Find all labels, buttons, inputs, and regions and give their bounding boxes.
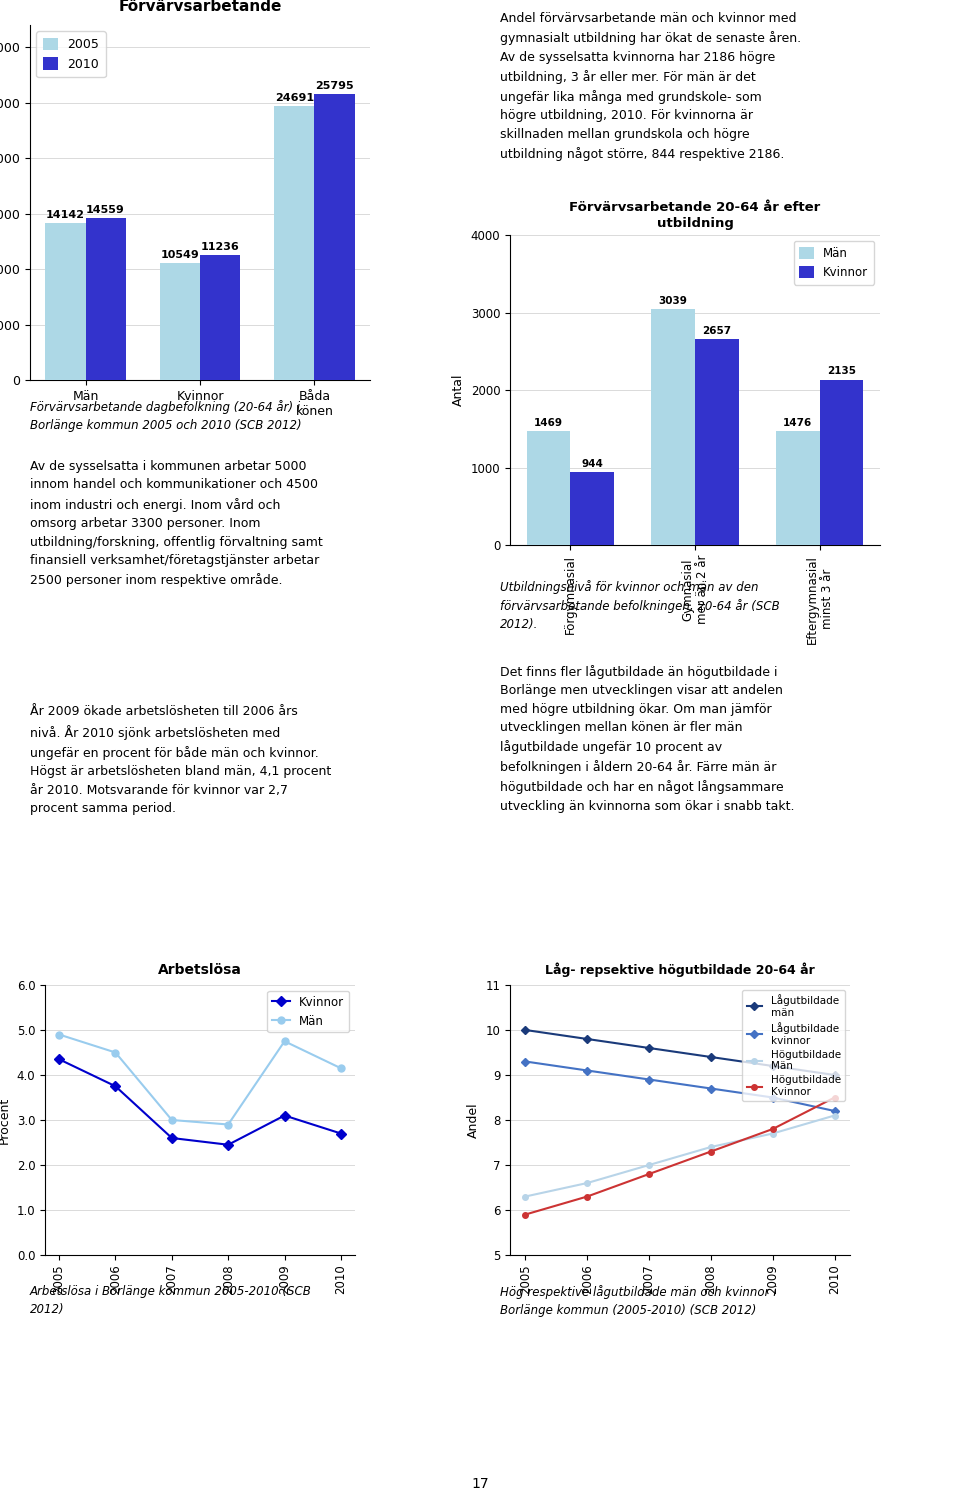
Text: 24691: 24691 — [275, 92, 314, 103]
Legend: Män, Kvinnor: Män, Kvinnor — [794, 241, 875, 285]
Lågutbildade
män — [643, 1038, 655, 1056]
Title: Låg- repsektive högutbildade 20-64 år: Låg- repsektive högutbildade 20-64 år — [545, 963, 815, 976]
Kvinnor — [166, 1129, 178, 1147]
Bar — [570, 472, 614, 545]
Text: 10549: 10549 — [160, 249, 200, 260]
Bar — [85, 219, 126, 380]
Text: 17: 17 — [471, 1477, 489, 1491]
Kvinnor — [278, 1106, 290, 1124]
Högutbildade
Män — [706, 1138, 717, 1156]
Män — [223, 1115, 234, 1133]
Text: 1469: 1469 — [534, 418, 564, 429]
Line: Lågutbildade
kvinnor: Lågutbildade kvinnor — [522, 1059, 837, 1114]
Bar — [275, 106, 315, 380]
Legend: 2005, 2010: 2005, 2010 — [36, 32, 106, 77]
Text: Arbetslösa i Borlänge kommun 2005-2010 (SCB
2012): Arbetslösa i Borlänge kommun 2005-2010 (… — [30, 1286, 312, 1316]
Högutbildade
Män — [643, 1156, 655, 1174]
Lågutbildade
män — [706, 1047, 717, 1065]
Title: Arbetslösa: Arbetslösa — [158, 963, 242, 976]
Text: År 2009 ökade arbetslösheten till 2006 års
nivå. År 2010 sjönk arbetslösheten me: År 2009 ökade arbetslösheten till 2006 å… — [30, 705, 331, 815]
Högutbildade
Kvinnor — [767, 1120, 779, 1138]
Män — [278, 1032, 290, 1050]
Kvinnor — [335, 1124, 347, 1142]
Y-axis label: Antal: Antal — [452, 374, 465, 406]
Lågutbildade
män — [519, 1022, 531, 1040]
Legend: Lågutbildade
män, Lågutbildade
kvinnor, Högutbildade
Män, Högutbildade
Kvinnor: Lågutbildade män, Lågutbildade kvinnor, … — [742, 990, 845, 1102]
Text: 14142: 14142 — [46, 210, 85, 220]
Högutbildade
Män — [519, 1188, 531, 1206]
Legend: Kvinnor, Män: Kvinnor, Män — [268, 991, 349, 1032]
Line: Lågutbildade
män: Lågutbildade män — [522, 1028, 837, 1077]
Högutbildade
Kvinnor — [643, 1165, 655, 1183]
Bar — [527, 432, 570, 545]
Bar — [652, 309, 695, 545]
Line: Män: Män — [56, 1031, 345, 1127]
Text: 14559: 14559 — [86, 205, 125, 216]
Högutbildade
Män — [767, 1124, 779, 1142]
Bar — [315, 94, 354, 380]
Lågutbildade
kvinnor — [519, 1052, 531, 1070]
Text: 11236: 11236 — [201, 241, 239, 252]
Title: Förvärvsarbetande: Förvärvsarbetande — [118, 0, 281, 14]
Högutbildade
Män — [582, 1174, 593, 1192]
Text: Andel förvärvsarbetande män och kvinnor med
gymnasialt utbildning har ökat de se: Andel förvärvsarbetande män och kvinnor … — [500, 12, 802, 160]
Bar — [160, 263, 200, 380]
Bar — [695, 340, 738, 545]
Högutbildade
Kvinnor — [706, 1142, 717, 1160]
Line: Högutbildade
Män: Högutbildade Män — [522, 1112, 837, 1200]
Text: 944: 944 — [582, 459, 603, 469]
Lågutbildade
män — [767, 1056, 779, 1074]
Lågutbildade
kvinnor — [767, 1088, 779, 1106]
Bar — [776, 430, 820, 545]
Lågutbildade
kvinnor — [582, 1061, 593, 1079]
Text: 2135: 2135 — [827, 367, 856, 376]
Text: Av de sysselsatta i kommunen arbetar 5000
innom handel och kommunikationer och 4: Av de sysselsatta i kommunen arbetar 500… — [30, 460, 323, 587]
Män — [166, 1111, 178, 1129]
Kvinnor — [109, 1077, 121, 1096]
Text: 2657: 2657 — [702, 326, 732, 337]
Bar — [820, 380, 863, 545]
Line: Kvinnor: Kvinnor — [56, 1056, 345, 1148]
Kvinnor — [223, 1136, 234, 1154]
Högutbildade
Kvinnor — [828, 1088, 840, 1106]
Text: Hög respektive lågutbildade män och kvinnor i
Borlänge kommun (2005-2010) (SCB 2: Hög respektive lågutbildade män och kvin… — [500, 1286, 777, 1317]
Text: Förvärvsarbetande dagbefolkning (20-64 år) i
Borlänge kommun 2005 och 2010 (SCB : Förvärvsarbetande dagbefolkning (20-64 å… — [30, 400, 301, 432]
Män — [109, 1043, 121, 1061]
Kvinnor — [54, 1050, 65, 1068]
Lågutbildade
kvinnor — [706, 1079, 717, 1097]
Högutbildade
Kvinnor — [519, 1206, 531, 1224]
Lågutbildade
män — [828, 1065, 840, 1083]
Bar — [200, 255, 240, 380]
Högutbildade
Kvinnor — [582, 1188, 593, 1206]
Text: 1476: 1476 — [783, 418, 812, 427]
Text: Utbildningsnivå för kvinnor och män av den
förvärvsarbetande befolkningen, 20-64: Utbildningsnivå för kvinnor och män av d… — [500, 579, 780, 631]
Män — [335, 1059, 347, 1077]
Line: Högutbildade
Kvinnor: Högutbildade Kvinnor — [522, 1094, 837, 1218]
Text: Det finns fler lågutbildade än högutbildade i
Borlänge men utvecklingen visar at: Det finns fler lågutbildade än högutbild… — [500, 665, 795, 813]
Y-axis label: Andel: Andel — [467, 1102, 480, 1138]
Män — [54, 1026, 65, 1044]
Lågutbildade
kvinnor — [828, 1102, 840, 1120]
Högutbildade
Män — [828, 1106, 840, 1124]
Lågutbildade
män — [582, 1031, 593, 1049]
Bar — [45, 223, 85, 380]
Lågutbildade
kvinnor — [643, 1070, 655, 1088]
Text: 3039: 3039 — [659, 296, 687, 306]
Y-axis label: Procent: Procent — [0, 1097, 12, 1144]
Title: Förvärvsarbetande 20-64 år efter
utbildning: Förvärvsarbetande 20-64 år efter utbildn… — [569, 201, 821, 229]
Text: 25795: 25795 — [315, 80, 354, 91]
